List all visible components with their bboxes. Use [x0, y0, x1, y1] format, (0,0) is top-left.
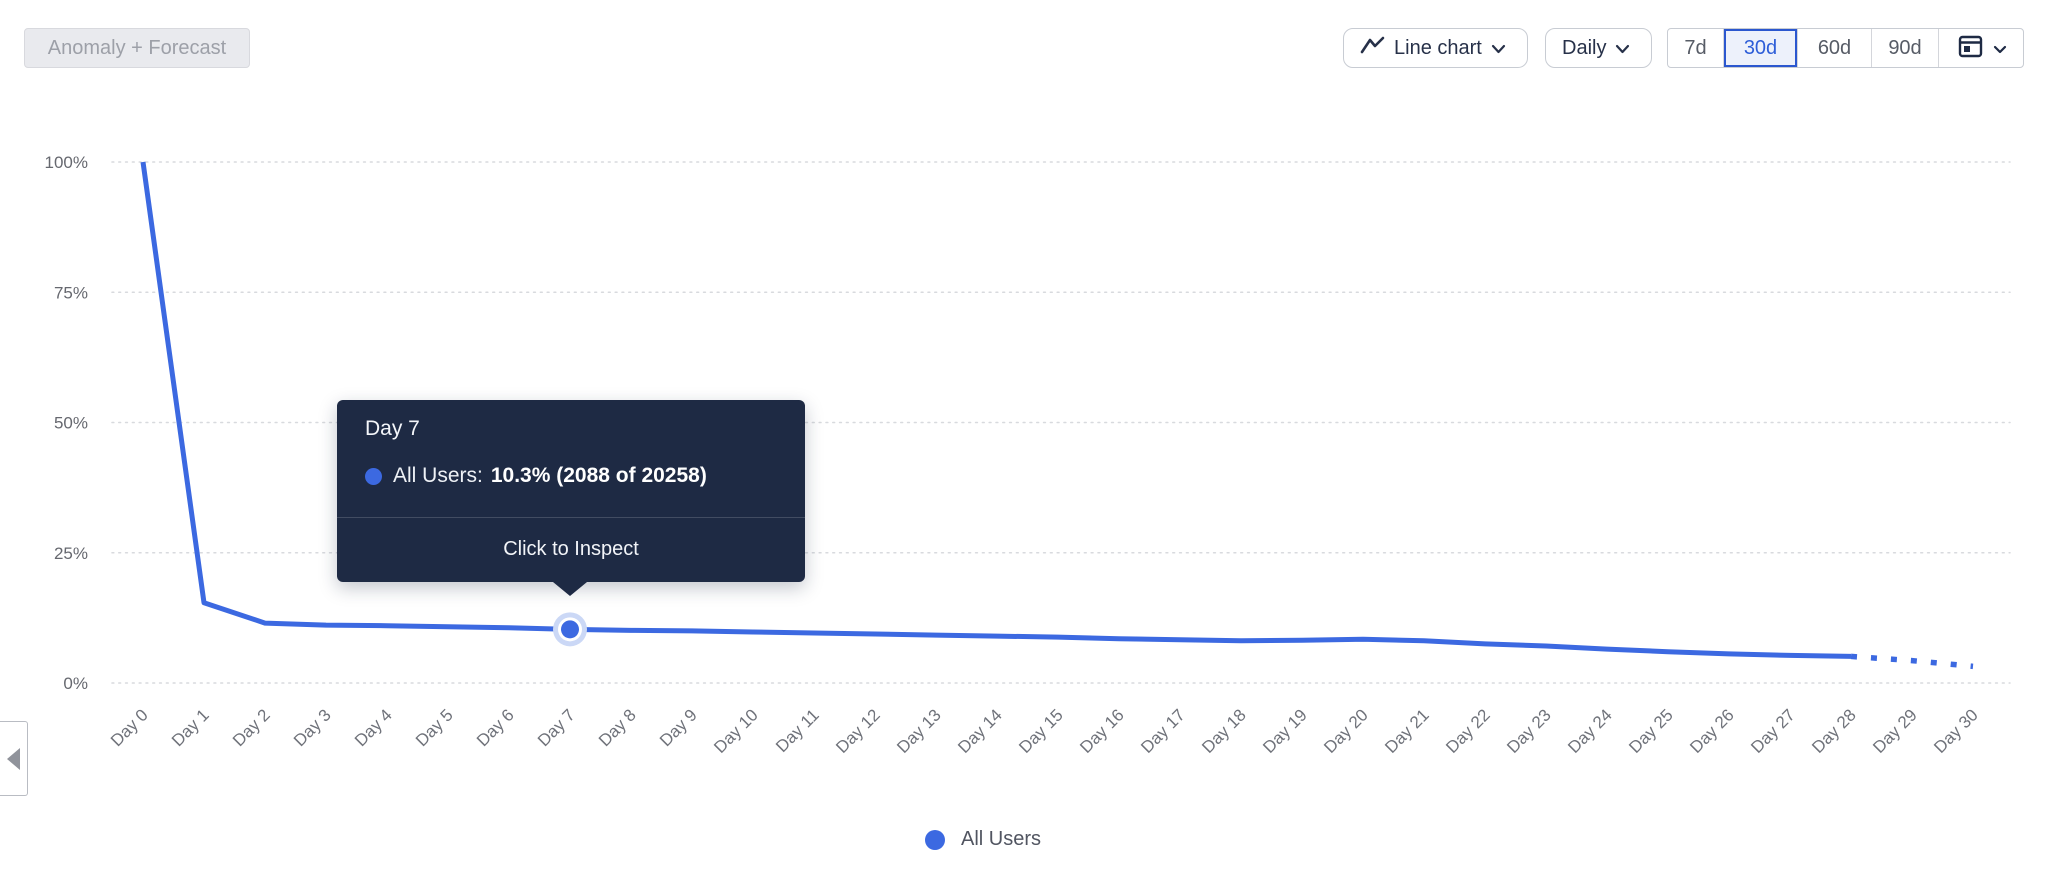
chart-type-label: Line chart — [1394, 36, 1482, 59]
granularity-dropdown[interactable]: Daily — [1545, 28, 1652, 68]
range-button-30d[interactable]: 30d — [1724, 29, 1798, 67]
x-axis-label: Day 6 — [473, 705, 518, 750]
x-axis-label: Day 29 — [1869, 705, 1921, 757]
range-button-60d[interactable]: 60d — [1798, 29, 1872, 67]
x-axis-label: Day 17 — [1137, 705, 1189, 757]
x-axis-label: Day 15 — [1015, 705, 1067, 757]
x-axis-label: Day 27 — [1747, 705, 1799, 757]
panel-collapse-button[interactable] — [0, 721, 28, 796]
x-axis-label: Day 16 — [1076, 705, 1128, 757]
y-axis-label: 75% — [54, 283, 88, 302]
x-axis-label: Day 10 — [710, 705, 762, 757]
x-axis-label: Day 8 — [595, 705, 640, 750]
range-button-7d[interactable]: 7d — [1668, 29, 1724, 67]
tooltip-body: Day 7 All Users: 10.3% (2088 of 20258) — [337, 400, 805, 488]
x-axis-label: Day 7 — [534, 705, 579, 750]
y-axis-label: 50% — [54, 414, 88, 433]
x-axis-label: Day 30 — [1930, 705, 1982, 757]
tooltip-divider — [337, 517, 805, 518]
x-axis-label: Day 21 — [1381, 705, 1433, 757]
x-axis-label: Day 12 — [832, 705, 884, 757]
chart-type-dropdown[interactable]: Line chart — [1343, 28, 1528, 68]
tooltip-inspect-action[interactable]: Click to Inspect — [503, 538, 639, 560]
tooltip-title: Day 7 — [365, 417, 420, 440]
legend-label: All Users — [961, 828, 1042, 850]
chevron-down-icon — [1615, 37, 1630, 60]
y-axis-label: 100% — [45, 153, 88, 172]
x-axis-label: Day 3 — [290, 705, 335, 750]
highlight-point[interactable] — [561, 620, 579, 639]
x-axis-label: Day 13 — [893, 705, 945, 757]
range-button-90d[interactable]: 90d — [1872, 29, 1939, 67]
y-axis-label: 0% — [63, 674, 88, 693]
x-axis-label: Day 11 — [772, 705, 823, 756]
x-axis-label: Day 18 — [1198, 705, 1250, 757]
calendar-icon — [1956, 31, 1985, 66]
chevron-down-icon — [1491, 37, 1506, 60]
forecast-line — [1850, 653, 1974, 670]
x-axis-label: Day 19 — [1259, 705, 1311, 757]
x-axis-label: Day 20 — [1320, 705, 1372, 757]
series-color-dot — [365, 467, 382, 485]
x-axis-label: Day 9 — [656, 705, 701, 750]
y-axis-label: 25% — [54, 544, 88, 563]
x-axis-label: Day 5 — [412, 705, 457, 750]
x-axis-label: Day 23 — [1503, 705, 1555, 757]
x-axis-label: Day 25 — [1625, 705, 1677, 757]
calendar-range-button[interactable] — [1939, 29, 2023, 67]
legend-item-all-users[interactable]: All Users — [925, 828, 1041, 851]
x-axis-label: Day 26 — [1686, 705, 1738, 757]
chevron-down-icon — [1993, 37, 2007, 60]
line-chart-icon — [1360, 36, 1385, 61]
anomaly-forecast-button[interactable]: Anomaly + Forecast — [24, 28, 250, 68]
x-axis-label: Day 2 — [229, 705, 274, 750]
legend-color-dot — [925, 829, 945, 850]
chart-tooltip[interactable]: Day 7 All Users: 10.3% (2088 of 20258) C… — [337, 400, 805, 596]
tooltip-series-label: All Users: — [393, 464, 483, 487]
x-axis-label: Day 0 — [107, 705, 152, 750]
x-axis-label: Day 14 — [954, 705, 1006, 757]
tooltip-series-value: 10.3% (2088 of 20258) — [490, 464, 707, 487]
x-axis-label: Day 24 — [1564, 705, 1616, 757]
tooltip-caret — [553, 582, 587, 596]
x-axis-label: Day 28 — [1808, 705, 1860, 757]
x-axis-label: Day 1 — [168, 705, 213, 750]
granularity-label: Daily — [1562, 36, 1607, 59]
date-range-segmented-control: 7d 30d 60d 90d — [1667, 28, 2024, 68]
x-axis-label: Day 22 — [1442, 705, 1494, 757]
x-axis-label: Day 4 — [351, 705, 396, 750]
tooltip-series-row: All Users: 10.3% (2088 of 20258) — [365, 464, 777, 488]
arrow-left-icon — [7, 747, 20, 770]
series-line[interactable] — [140, 161, 1852, 659]
